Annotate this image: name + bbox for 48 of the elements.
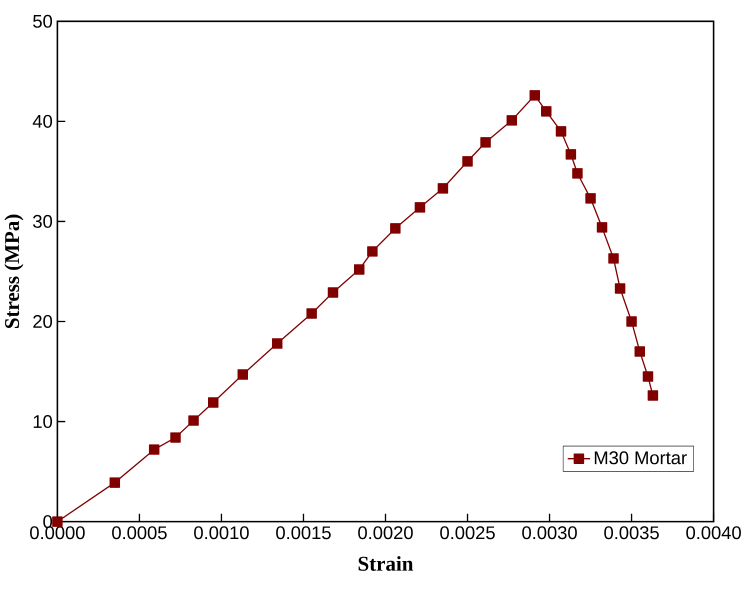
point [272, 338, 282, 349]
y-axis-title: Stress (MPa) [4, 214, 24, 328]
point [354, 264, 364, 275]
y-tick-label: 30 [33, 214, 52, 228]
x-tick-label: 0.0010 [194, 526, 249, 540]
x-tick-label: 0.0040 [686, 526, 741, 540]
point [110, 477, 120, 488]
point [614, 283, 626, 294]
point [634, 346, 646, 357]
point [367, 246, 378, 257]
point [530, 90, 540, 100]
point [608, 253, 619, 264]
legend-label: M30 Mortar [594, 451, 687, 464]
point [238, 369, 248, 380]
point [626, 316, 637, 327]
x-axis-title: Strain [358, 556, 414, 571]
point [306, 308, 317, 319]
x-tick-label: 0.0030 [522, 526, 577, 540]
x-tick-label: 0.0025 [440, 526, 495, 540]
point [648, 390, 658, 401]
point [585, 193, 596, 204]
point [438, 183, 448, 194]
y-tick-label: 50 [33, 14, 52, 28]
point [506, 114, 518, 126]
y-tick-label: 10 [34, 414, 52, 428]
point [328, 287, 338, 298]
point [541, 106, 552, 116]
point [642, 371, 654, 382]
x-tick-label: 0.0000 [30, 526, 85, 540]
point [188, 415, 199, 426]
point [572, 168, 583, 178]
point [556, 126, 566, 136]
point [414, 202, 426, 213]
point [208, 397, 218, 408]
y-tick-label: 20 [33, 314, 52, 328]
x-tick-label: 0.0015 [276, 526, 331, 540]
point [52, 516, 63, 527]
point [462, 156, 473, 166]
x-tick-label: 0.0020 [358, 526, 413, 540]
point [148, 444, 160, 455]
point [480, 136, 491, 148]
point [596, 222, 608, 233]
y-tick-label: 40 [32, 114, 52, 128]
point [390, 223, 401, 234]
x-tick-label: 0.0035 [604, 526, 659, 540]
x-tick-label: 0.0005 [112, 526, 167, 540]
point [566, 148, 576, 160]
point [170, 432, 181, 443]
